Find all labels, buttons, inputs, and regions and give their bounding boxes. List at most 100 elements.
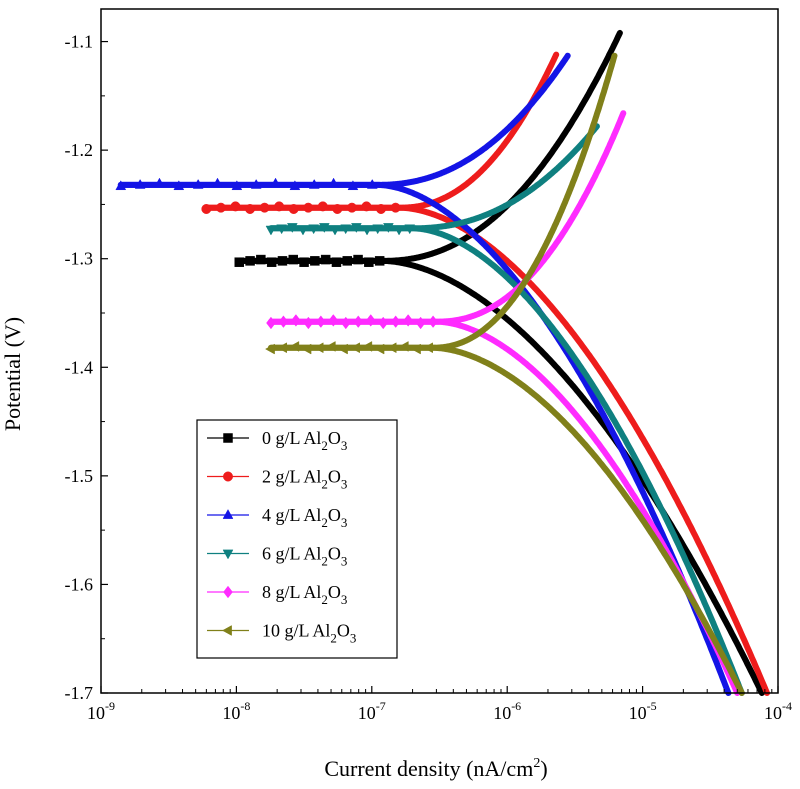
data-marker [259, 202, 270, 213]
axis-ticks: 10-9 10-8 10-7 10-6 10-5 10-4 -1.7 -1.6 -1.5 -1.4… [65, 32, 793, 723]
data-marker [301, 343, 312, 355]
x-axis-title: Current density (nA/cm2) [324, 756, 547, 781]
data-marker [266, 316, 276, 330]
data-marker [338, 343, 348, 355]
x-tick-label: 10-8 [222, 699, 250, 723]
y-tick-label: -1.7 [65, 683, 94, 703]
legend-label: 4 g/L Al2O3 [262, 505, 347, 530]
legend-label: 6 g/L Al2O3 [262, 544, 347, 569]
data-marker [310, 256, 320, 266]
legend-swatch-marker [223, 433, 233, 443]
data-marker [256, 254, 266, 265]
data-marker [316, 315, 326, 328]
x-tick-label: 10-9 [87, 699, 115, 723]
data-marker [276, 224, 288, 235]
legend-label: 10 g/L Al2O3 [262, 621, 356, 646]
y-tick-label: -1.6 [65, 574, 94, 594]
data-marker [234, 257, 245, 267]
data-marker [297, 225, 309, 236]
data-marker [362, 341, 373, 352]
data-marker [328, 177, 339, 188]
series-5 [265, 52, 745, 696]
legend-swatch-marker [222, 509, 234, 519]
legend: 0 g/L Al2O3 2 g/L Al2O3 4 g/L Al2O3 6 g/L A… [196, 419, 398, 659]
data-marker [376, 204, 386, 214]
legend-label: 0 g/L Al2O3 [262, 428, 347, 453]
anodic-branch [117, 52, 571, 188]
data-marker [423, 342, 433, 354]
data-marker [317, 201, 328, 212]
data-marker [154, 177, 165, 188]
series-0 [234, 29, 765, 696]
cathodic-branch [268, 225, 745, 696]
data-marker [364, 257, 374, 267]
y-axis-title: Potential (V) [0, 317, 25, 431]
data-marker [215, 202, 226, 213]
data-marker [303, 202, 314, 213]
legend-box [196, 419, 398, 659]
data-marker [404, 224, 416, 235]
legend-label: 8 g/L Al2O3 [262, 582, 347, 607]
data-marker [374, 256, 385, 266]
data-marker [308, 224, 320, 235]
data-marker [374, 343, 385, 355]
data-marker [361, 225, 373, 236]
data-marker [342, 256, 353, 266]
data-marker [274, 201, 285, 212]
series-3 [265, 123, 745, 696]
data-marker [277, 256, 288, 266]
data-marker [372, 224, 384, 235]
data-marker [278, 315, 289, 328]
data-marker [289, 341, 300, 352]
data-marker [286, 223, 298, 233]
data-marker [393, 225, 405, 236]
data-marker [353, 254, 363, 265]
data-marker [299, 257, 309, 267]
data-marker [231, 180, 243, 191]
data-marker [318, 223, 330, 233]
data-marker [353, 315, 364, 328]
plot-frame [100, 8, 779, 694]
data-marker [192, 178, 204, 189]
data-marker [390, 202, 401, 213]
data-marker [428, 315, 438, 328]
curves-layer [115, 29, 770, 696]
data-marker [201, 204, 212, 214]
data-marker [320, 254, 331, 265]
data-marker [383, 223, 394, 233]
data-marker [265, 343, 275, 355]
legend-label: 2 g/L Al2O3 [262, 467, 347, 492]
data-marker [386, 342, 397, 354]
data-marker [308, 178, 320, 189]
data-marker [366, 178, 378, 189]
data-marker [415, 316, 426, 330]
data-marker [277, 342, 287, 354]
data-marker [134, 178, 146, 189]
data-marker [265, 225, 277, 236]
x-tick-label: 10-4 [764, 699, 792, 723]
data-marker [329, 225, 341, 236]
data-marker [398, 341, 409, 352]
data-marker [288, 204, 299, 214]
anodic-branch [268, 52, 618, 351]
data-marker [365, 314, 376, 327]
y-tick-label: -1.5 [65, 466, 94, 486]
data-marker [332, 204, 343, 214]
data-marker [331, 257, 342, 267]
cathodic-branch [236, 257, 765, 696]
data-marker [325, 341, 336, 352]
legend-swatch-marker [222, 625, 232, 636]
data-marker [350, 342, 360, 354]
anodic-branch [236, 29, 623, 264]
y-tick-label: -1.3 [65, 249, 94, 269]
data-marker [347, 180, 359, 191]
data-marker [250, 178, 262, 189]
x-tick-label: 10-5 [629, 699, 657, 723]
data-marker [340, 316, 351, 330]
x-tick-label: 10-6 [493, 699, 521, 723]
y-tick-label: -1.4 [65, 357, 94, 377]
cathodic-branch [268, 344, 745, 696]
y-tick-label: -1.2 [65, 140, 94, 160]
data-marker [212, 177, 223, 188]
